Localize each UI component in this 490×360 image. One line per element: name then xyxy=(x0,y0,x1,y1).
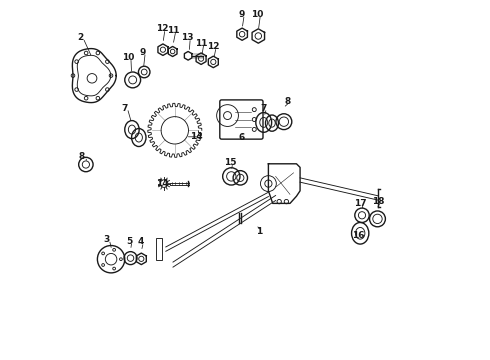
Text: 12: 12 xyxy=(207,42,220,51)
Text: 11: 11 xyxy=(167,26,179,35)
Text: 8: 8 xyxy=(79,152,85,161)
Text: 14: 14 xyxy=(156,179,169,188)
Text: 10: 10 xyxy=(122,53,134,62)
Text: 9: 9 xyxy=(238,10,245,19)
Text: 8: 8 xyxy=(284,97,291,106)
Text: 2: 2 xyxy=(77,33,83,42)
Text: 4: 4 xyxy=(137,238,144,246)
Text: 9: 9 xyxy=(139,48,146,57)
Text: 10: 10 xyxy=(251,10,264,19)
Text: 11: 11 xyxy=(195,39,207,48)
Text: 6: 6 xyxy=(238,133,245,142)
Text: 13: 13 xyxy=(181,33,194,42)
Text: 16: 16 xyxy=(352,231,365,240)
Text: 1: 1 xyxy=(256,227,263,236)
Text: 18: 18 xyxy=(372,197,385,206)
Text: 5: 5 xyxy=(126,237,132,246)
Text: 14: 14 xyxy=(190,132,203,141)
Bar xyxy=(156,238,162,260)
Text: 7: 7 xyxy=(121,104,127,112)
Text: 15: 15 xyxy=(223,158,236,167)
Text: 17: 17 xyxy=(354,199,367,208)
Text: 3: 3 xyxy=(103,235,110,244)
Text: 7: 7 xyxy=(261,104,267,112)
Text: 12: 12 xyxy=(156,24,169,33)
